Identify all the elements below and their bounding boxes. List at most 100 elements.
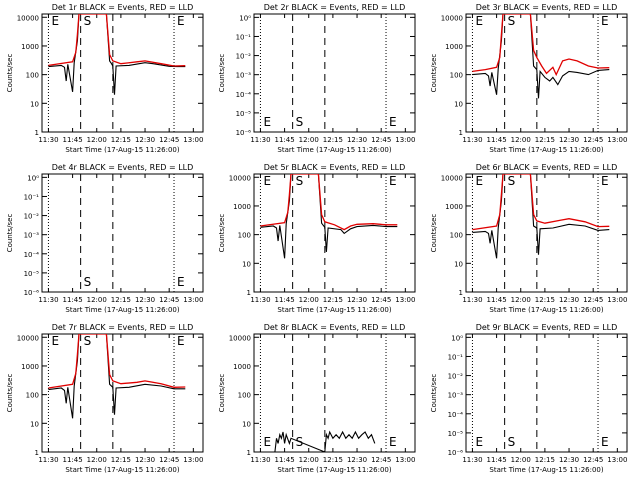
- det-4r-x-tick-label-6: 13:00: [183, 296, 203, 304]
- det-1r-x-tick-label-4: 12:30: [135, 136, 155, 144]
- det-3r-series-events-black: [472, 14, 610, 99]
- det-3r-x-tick-label-3: 12:15: [535, 136, 555, 144]
- det-8r-x-tick-label-2: 12:00: [299, 456, 319, 464]
- det-8r-y-axis-label: Counts/sec: [218, 374, 226, 413]
- det-7r-x-tick-label-2: 12:00: [87, 456, 107, 464]
- det-5r-title: Det 5r BLACK = Events, RED = LLD: [264, 163, 406, 172]
- det-2r-x-tick-label-4: 12:30: [347, 136, 367, 144]
- det-9r-x-tick-label-4: 12:30: [559, 456, 579, 464]
- det-8r-plot-frame: [253, 333, 416, 453]
- det-4r-y-tick-label-5: 10⁻¹: [24, 193, 40, 201]
- det-9r-y-tick-label-6: 10⁰: [451, 334, 463, 342]
- det-3r-x-tick-label-5: 12:45: [583, 136, 603, 144]
- det-1r-y-axis-label: Counts/sec: [6, 54, 14, 93]
- det-3r-y-tick-label-4: 10000: [441, 14, 463, 22]
- det-6r-y-tick-label-3: 1000: [445, 203, 463, 211]
- det-9r-x-tick-label-1: 11:45: [486, 456, 506, 464]
- det-8r-x-tick-label-1: 11:45: [274, 456, 294, 464]
- det-6r-x-tick-label-4: 12:30: [559, 296, 579, 304]
- det-5r-x-tick-label-6: 13:00: [395, 296, 415, 304]
- det-2r-x-tick-label-3: 12:15: [323, 136, 343, 144]
- det-5r-x-axis-label: Start Time (17-Aug-15 11:26:00): [277, 306, 391, 314]
- det-2r-y-tick-label-2: 10⁻⁴: [236, 91, 252, 99]
- det-4r-x-tick-label-1: 11:45: [62, 296, 82, 304]
- det-1r-y-tick-label-3: 1000: [21, 43, 39, 51]
- det-1r-y-tick-label-1: 10: [30, 100, 39, 108]
- det-7r-series-lld-red: [48, 334, 186, 389]
- det-3r-x-tick-label-4: 12:30: [559, 136, 579, 144]
- det-9r-x-tick-label-5: 12:45: [583, 456, 603, 464]
- det-1r-event-label-0: E: [51, 14, 59, 28]
- det-6r-panel: Det 6r BLACK = Events, RED = LLD 11:30 11:…: [430, 163, 628, 314]
- det-4r-x-tick-label-0: 11:30: [38, 296, 58, 304]
- det-2r-y-axis-label: Counts/sec: [218, 54, 226, 93]
- det-2r-title: Det 2r BLACK = Events, RED = LLD: [264, 3, 406, 12]
- det-7r-x-tick-label-3: 12:15: [111, 456, 131, 464]
- det-3r-y-tick-label-1: 10: [454, 100, 463, 108]
- det-2r-plot-frame: [253, 13, 416, 133]
- det-6r-x-tick-label-1: 11:45: [486, 296, 506, 304]
- det-2r-y-tick-label-3: 10⁻³: [236, 72, 252, 80]
- det-1r-y-tick-label-2: 100: [26, 72, 39, 80]
- det-4r-x-tick-label-2: 12:00: [87, 296, 107, 304]
- det-7r-x-tick-label-4: 12:30: [135, 456, 155, 464]
- det-7r-x-tick-label-5: 12:45: [159, 456, 179, 464]
- det-8r-y-tick-label-3: 1000: [233, 363, 251, 371]
- det-1r-x-axis-label: Start Time (17-Aug-15 11:26:00): [65, 146, 179, 154]
- det-5r-y-tick-label-0: 1: [247, 289, 251, 297]
- det-8r-x-tick-label-3: 12:15: [323, 456, 343, 464]
- det-1r-plot-frame: [41, 13, 204, 133]
- det-8r-y-tick-label-0: 1: [247, 449, 251, 457]
- det-7r-y-tick-label-3: 1000: [21, 363, 39, 371]
- det-4r-y-tick-label-2: 10⁻⁴: [24, 251, 40, 259]
- det-2r-x-tick-label-1: 11:45: [274, 136, 294, 144]
- det-1r-y-tick-label-4: 10000: [17, 14, 39, 22]
- det-6r-x-tick-label-6: 13:00: [607, 296, 627, 304]
- det-4r-event-label-3: E: [177, 275, 185, 289]
- det-8r-event-label-3: E: [389, 435, 397, 449]
- det-8r-series-events-black: [274, 430, 376, 452]
- det-2r-x-tick-label-6: 13:00: [395, 136, 415, 144]
- det-2r-panel: Det 2r BLACK = Events, RED = LLD 11:30 11:…: [218, 3, 416, 154]
- det-9r-y-tick-label-2: 10⁻⁴: [448, 411, 464, 419]
- det-7r-x-tick-label-1: 11:45: [62, 456, 82, 464]
- det-9r-y-tick-label-1: 10⁻⁵: [448, 430, 464, 438]
- det-2r-x-axis-label: Start Time (17-Aug-15 11:26:00): [277, 146, 391, 154]
- det-1r-series-lld-red: [48, 14, 186, 67]
- det-4r-plot-frame: [41, 173, 204, 293]
- det-7r-series-events-black: [48, 334, 186, 419]
- det-9r-event-label-0: E: [475, 435, 483, 449]
- det-8r-title: Det 8r BLACK = Events, RED = LLD: [264, 323, 406, 332]
- det-5r-x-tick-label-0: 11:30: [250, 296, 270, 304]
- det-3r-panel: Det 3r BLACK = Events, RED = LLD 11:30 11:…: [430, 3, 628, 154]
- det-6r-y-axis-label: Counts/sec: [430, 214, 438, 253]
- det-5r-x-tick-label-2: 12:00: [299, 296, 319, 304]
- det-3r-x-tick-label-0: 11:30: [462, 136, 482, 144]
- det-3r-x-tick-label-1: 11:45: [486, 136, 506, 144]
- det-5r-y-tick-label-3: 1000: [233, 203, 251, 211]
- det-6r-title: Det 6r BLACK = Events, RED = LLD: [476, 163, 618, 172]
- det-5r-panel: Det 5r BLACK = Events, RED = LLD 11:30 11:…: [218, 163, 416, 314]
- det-9r-y-axis-label: Counts/sec: [430, 374, 438, 413]
- det-5r-event-label-0: E: [263, 174, 271, 188]
- det-8r-x-tick-label-4: 12:30: [347, 456, 367, 464]
- det-1r-x-tick-label-2: 12:00: [87, 136, 107, 144]
- det-4r-x-axis-label: Start Time (17-Aug-15 11:26:00): [65, 306, 179, 314]
- det-4r-x-tick-label-4: 12:30: [135, 296, 155, 304]
- det-6r-y-tick-label-1: 10: [454, 260, 463, 268]
- det-7r-y-axis-label: Counts/sec: [6, 374, 14, 413]
- det-7r-panel: Det 7r BLACK = Events, RED = LLD 11:30 11:…: [6, 323, 204, 474]
- det-4r-panel: Det 4r BLACK = Events, RED = LLD 11:30 11:…: [6, 163, 204, 314]
- det-2r-y-tick-label-4: 10⁻²: [236, 53, 252, 61]
- det-6r-y-tick-label-2: 100: [450, 232, 463, 240]
- det-8r-y-tick-label-1: 10: [242, 420, 251, 428]
- det-3r-event-label-3: E: [601, 14, 609, 28]
- det-1r-x-tick-label-6: 13:00: [183, 136, 203, 144]
- det-7r-y-tick-label-2: 100: [26, 392, 39, 400]
- det-7r-x-tick-label-0: 11:30: [38, 456, 58, 464]
- det-3r-y-tick-label-0: 1: [459, 129, 463, 137]
- det-9r-panel: Det 9r BLACK = Events, RED = LLD 11:30 11:…: [430, 323, 628, 474]
- det-4r-y-axis-label: Counts/sec: [6, 214, 14, 253]
- det-9r-event-label-1: S: [508, 435, 516, 449]
- det-6r-y-tick-label-4: 10000: [441, 174, 463, 182]
